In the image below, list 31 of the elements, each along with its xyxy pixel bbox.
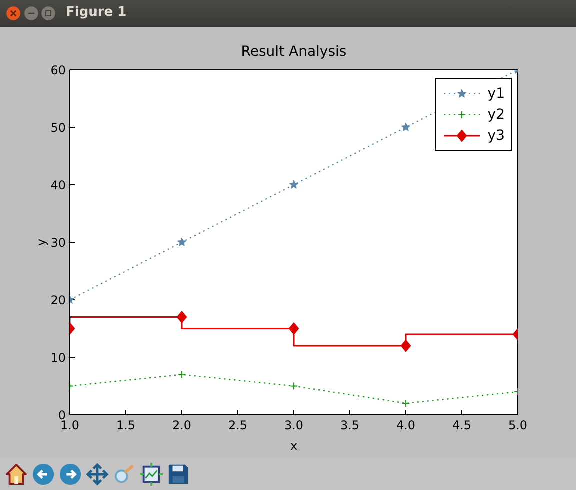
y-tick-label: 20	[50, 293, 66, 308]
point	[176, 311, 188, 324]
legend-label: y2	[488, 106, 505, 122]
x-tick-label: 4.5	[452, 418, 472, 433]
point	[402, 400, 410, 408]
y-tick-label: 40	[50, 178, 66, 192]
point	[401, 122, 411, 132]
y-axis-title: y	[34, 238, 48, 246]
legend-label: y1	[488, 86, 505, 102]
y-tick-label: 60	[50, 63, 66, 78]
y-tick-label: 30	[50, 236, 66, 250]
point	[177, 238, 187, 246]
point	[400, 340, 412, 352]
x-tick-label: 1.0	[60, 418, 80, 433]
x-tick-label: 3.5	[340, 418, 360, 433]
x-tick-label: 3.0	[284, 418, 304, 433]
point	[178, 370, 186, 379]
x-tick-label: 1.5	[116, 418, 136, 433]
y-tick-label: 50	[50, 120, 66, 135]
caption: Figure 1	[66, 5, 127, 20]
x-tick-label: 5.0	[508, 418, 528, 433]
x-tick-label: 2.0	[172, 418, 192, 433]
point	[288, 322, 300, 335]
y-tick-label: 10	[50, 350, 66, 365]
x-tick-label: 4.0	[396, 418, 416, 433]
point	[290, 382, 298, 390]
point	[289, 180, 299, 189]
legend-label: y3	[488, 128, 505, 144]
chart-title: Result Analysis	[240, 44, 348, 60]
x-tick-label: 2.5	[228, 418, 248, 433]
x-axis-title: x	[290, 439, 298, 453]
